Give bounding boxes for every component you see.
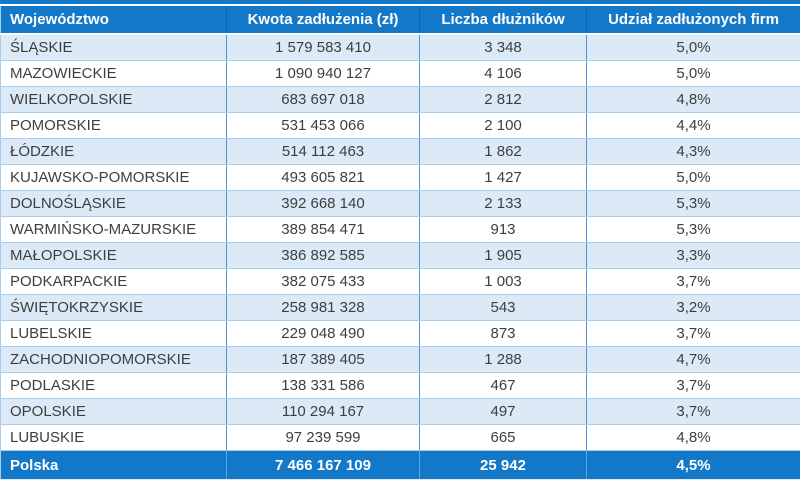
table-row: DOLNOŚLĄSKIE 392 668 140 2 133 5,3% bbox=[0, 190, 800, 217]
table-footer: Polska 7 466 167 109 25 942 4,5% bbox=[0, 450, 800, 479]
cell-liczba-dluznikow: 543 bbox=[419, 294, 587, 321]
cell-liczba-dluznikow: 1 003 bbox=[419, 268, 587, 295]
cell-liczba-dluznikow: 1 288 bbox=[419, 346, 587, 373]
cell-udzial-zadluzonych-firm: 4,8% bbox=[586, 86, 800, 113]
cell-liczba-dluznikow: 873 bbox=[419, 320, 587, 347]
table-row: WARMIŃSKO-MAZURSKIE 389 854 471 913 5,3% bbox=[0, 216, 800, 243]
cell-wojewodztwo: PODLASKIE bbox=[0, 372, 227, 399]
cell-udzial-zadluzonych-firm: 3,7% bbox=[586, 372, 800, 399]
table-header: Województwo Kwota zadłużenia (zł) Liczba… bbox=[0, 6, 800, 35]
header-udzial-zadluzonych-firm: Udział zadłużonych firm bbox=[586, 6, 800, 35]
table-row: KUJAWSKO-POMORSKIE 493 605 821 1 427 5,0% bbox=[0, 164, 800, 191]
cell-wojewodztwo: ZACHODNIOPOMORSKIE bbox=[0, 346, 227, 373]
cell-udzial-zadluzonych-firm: 4,3% bbox=[586, 138, 800, 165]
table-row: ŁÓDZKIE 514 112 463 1 862 4,3% bbox=[0, 138, 800, 165]
cell-liczba-dluznikow: 4 106 bbox=[419, 60, 587, 87]
cell-wojewodztwo: MAZOWIECKIE bbox=[0, 60, 227, 87]
cell-udzial-zadluzonych-firm: 3,3% bbox=[586, 242, 800, 269]
cell-udzial-zadluzonych-firm: 3,2% bbox=[586, 294, 800, 321]
cell-wojewodztwo: MAŁOPOLSKIE bbox=[0, 242, 227, 269]
table-row: ŚWIĘTOKRZYSKIE 258 981 328 543 3,2% bbox=[0, 294, 800, 321]
cell-kwota-zadluzenia: 382 075 433 bbox=[226, 268, 420, 295]
cell-kwota-zadluzenia: 386 892 585 bbox=[226, 242, 420, 269]
cell-kwota-zadluzenia: 683 697 018 bbox=[226, 86, 420, 113]
cell-udzial-zadluzonych-firm: 3,7% bbox=[586, 320, 800, 347]
debt-by-voivodeship-table: Województwo Kwota zadłużenia (zł) Liczba… bbox=[0, 6, 800, 479]
cell-kwota-zadluzenia: 229 048 490 bbox=[226, 320, 420, 347]
cell-kwota-zadluzenia: 258 981 328 bbox=[226, 294, 420, 321]
table-row: PODLASKIE 138 331 586 467 3,7% bbox=[0, 372, 800, 399]
cell-kwota-zadluzenia: 1 579 583 410 bbox=[226, 34, 420, 61]
cell-liczba-dluznikow: 3 348 bbox=[419, 34, 587, 61]
cell-udzial-zadluzonych-firm: 4,7% bbox=[586, 346, 800, 373]
total-row: Polska 7 466 167 109 25 942 4,5% bbox=[0, 450, 800, 479]
cell-liczba-dluznikow: 1 427 bbox=[419, 164, 587, 191]
cell-udzial-zadluzonych-firm: 3,7% bbox=[586, 268, 800, 295]
cell-kwota-zadluzenia: 1 090 940 127 bbox=[226, 60, 420, 87]
cell-wojewodztwo: KUJAWSKO-POMORSKIE bbox=[0, 164, 227, 191]
cell-udzial-zadluzonych-firm: 5,0% bbox=[586, 34, 800, 61]
cell-udzial-zadluzonych-firm: 4,5% bbox=[586, 450, 800, 479]
table-row: MAŁOPOLSKIE 386 892 585 1 905 3,3% bbox=[0, 242, 800, 269]
table-row: POMORSKIE 531 453 066 2 100 4,4% bbox=[0, 112, 800, 139]
cell-kwota-zadluzenia: 138 331 586 bbox=[226, 372, 420, 399]
cell-kwota-zadluzenia: 392 668 140 bbox=[226, 190, 420, 217]
cell-udzial-zadluzonych-firm: 5,0% bbox=[586, 60, 800, 87]
table-row: PODKARPACKIE 382 075 433 1 003 3,7% bbox=[0, 268, 800, 295]
header-kwota-zadluzenia: Kwota zadłużenia (zł) bbox=[226, 6, 420, 35]
cell-wojewodztwo: ŚLĄSKIE bbox=[0, 34, 227, 61]
cell-wojewodztwo: POMORSKIE bbox=[0, 112, 227, 139]
cell-liczba-dluznikow: 2 100 bbox=[419, 112, 587, 139]
cell-liczba-dluznikow: 2 812 bbox=[419, 86, 587, 113]
table-row: ZACHODNIOPOMORSKIE 187 389 405 1 288 4,7% bbox=[0, 346, 800, 373]
cell-wojewodztwo: DOLNOŚLĄSKIE bbox=[0, 190, 227, 217]
header-liczba-dluznikow: Liczba dłużników bbox=[419, 6, 587, 35]
table-row: LUBELSKIE 229 048 490 873 3,7% bbox=[0, 320, 800, 347]
cell-liczba-dluznikow: 1 862 bbox=[419, 138, 587, 165]
cell-udzial-zadluzonych-firm: 4,8% bbox=[586, 424, 800, 451]
table-bottom-strip bbox=[0, 479, 800, 488]
cell-wojewodztwo: WIELKOPOLSKIE bbox=[0, 86, 227, 113]
cell-wojewodztwo: ŚWIĘTOKRZYSKIE bbox=[0, 294, 227, 321]
header-wojewodztwo: Województwo bbox=[0, 6, 227, 35]
cell-liczba-dluznikow: 913 bbox=[419, 216, 587, 243]
cell-udzial-zadluzonych-firm: 5,3% bbox=[586, 190, 800, 217]
cell-kwota-zadluzenia: 97 239 599 bbox=[226, 424, 420, 451]
cell-kwota-zadluzenia: 187 389 405 bbox=[226, 346, 420, 373]
cell-liczba-dluznikow: 25 942 bbox=[419, 450, 587, 479]
cell-kwota-zadluzenia: 110 294 167 bbox=[226, 398, 420, 425]
cell-liczba-dluznikow: 665 bbox=[419, 424, 587, 451]
header-row: Województwo Kwota zadłużenia (zł) Liczba… bbox=[0, 6, 800, 35]
cell-udzial-zadluzonych-firm: 4,4% bbox=[586, 112, 800, 139]
cell-wojewodztwo: LUBUSKIE bbox=[0, 424, 227, 451]
cell-liczba-dluznikow: 1 905 bbox=[419, 242, 587, 269]
cell-kwota-zadluzenia: 531 453 066 bbox=[226, 112, 420, 139]
cell-wojewodztwo: Polska bbox=[0, 450, 227, 479]
table-row: LUBUSKIE 97 239 599 665 4,8% bbox=[0, 424, 800, 451]
cell-udzial-zadluzonych-firm: 3,7% bbox=[586, 398, 800, 425]
cell-kwota-zadluzenia: 389 854 471 bbox=[226, 216, 420, 243]
table-row: ŚLĄSKIE 1 579 583 410 3 348 5,0% bbox=[0, 34, 800, 61]
table-body: ŚLĄSKIE 1 579 583 410 3 348 5,0% MAZOWIECKIE… bbox=[0, 34, 800, 451]
cell-wojewodztwo: WARMIŃSKO-MAZURSKIE bbox=[0, 216, 227, 243]
cell-liczba-dluznikow: 497 bbox=[419, 398, 587, 425]
cell-kwota-zadluzenia: 7 466 167 109 bbox=[226, 450, 420, 479]
table-top-border bbox=[0, 0, 800, 4]
cell-kwota-zadluzenia: 493 605 821 bbox=[226, 164, 420, 191]
table-row: OPOLSKIE 110 294 167 497 3,7% bbox=[0, 398, 800, 425]
table-row: MAZOWIECKIE 1 090 940 127 4 106 5,0% bbox=[0, 60, 800, 87]
table-row: WIELKOPOLSKIE 683 697 018 2 812 4,8% bbox=[0, 86, 800, 113]
cell-wojewodztwo: ŁÓDZKIE bbox=[0, 138, 227, 165]
cell-wojewodztwo: OPOLSKIE bbox=[0, 398, 227, 425]
cell-liczba-dluznikow: 467 bbox=[419, 372, 587, 399]
cell-udzial-zadluzonych-firm: 5,0% bbox=[586, 164, 800, 191]
cell-wojewodztwo: LUBELSKIE bbox=[0, 320, 227, 347]
cell-liczba-dluznikow: 2 133 bbox=[419, 190, 587, 217]
cell-udzial-zadluzonych-firm: 5,3% bbox=[586, 216, 800, 243]
cell-kwota-zadluzenia: 514 112 463 bbox=[226, 138, 420, 165]
cell-wojewodztwo: PODKARPACKIE bbox=[0, 268, 227, 295]
